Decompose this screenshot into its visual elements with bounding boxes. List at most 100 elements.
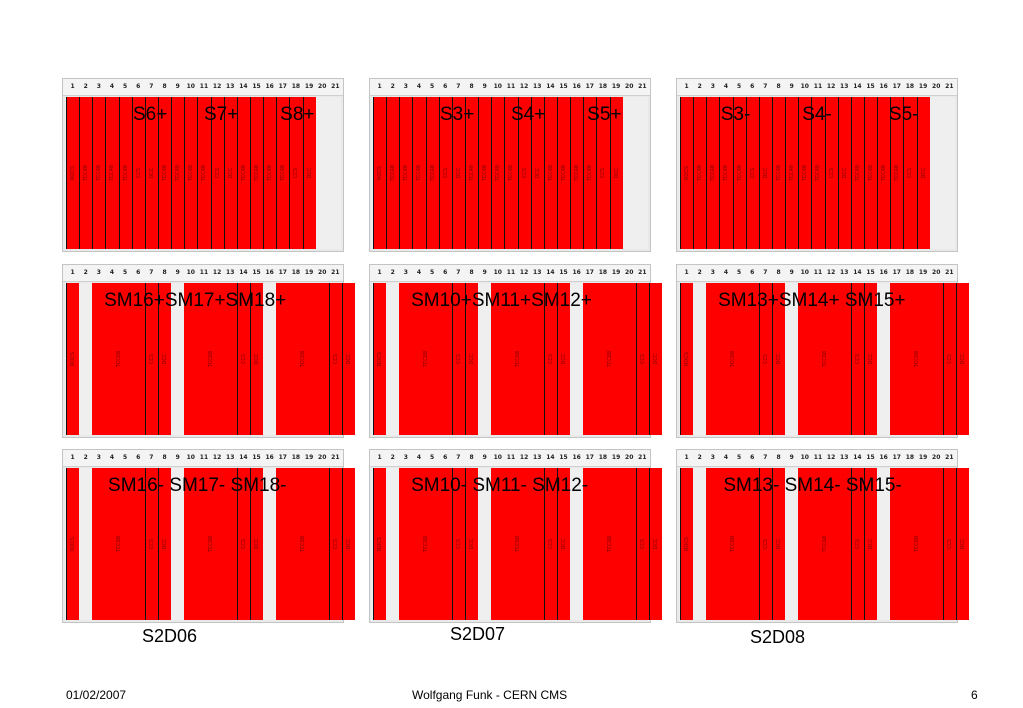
board-dcc[interactable]: DCC	[916, 97, 930, 249]
board-rocs[interactable]: ROCS	[373, 283, 387, 435]
board-tcc48[interactable]: TCC48	[79, 97, 93, 249]
board-tcc48[interactable]: TCC48	[157, 97, 172, 249]
board-tcc48[interactable]: TCC48	[105, 97, 119, 249]
board-tcc48[interactable]: TCC48	[491, 97, 505, 249]
board-dcc[interactable]: DCC	[648, 283, 663, 435]
board-dcc[interactable]: DCC	[837, 97, 851, 249]
board-tcc48[interactable]: TCC48	[399, 97, 413, 249]
board-tcc68[interactable]: TCC68	[706, 283, 759, 435]
board-ccs[interactable]: CCS	[328, 468, 342, 620]
board-tcc48[interactable]: TCC48	[276, 97, 290, 249]
board-dcc[interactable]: DCC	[771, 468, 786, 620]
board-tcc68[interactable]: TCC68	[798, 468, 851, 620]
board-dcc[interactable]: DCC	[556, 283, 571, 435]
board-ccs[interactable]: CCS	[289, 97, 303, 249]
board-dcc[interactable]: DCC	[451, 97, 465, 249]
board-rocs[interactable]: ROCS	[373, 468, 387, 620]
board-tcc48[interactable]: TCC48	[556, 97, 571, 249]
board-ccs[interactable]: CCS	[451, 283, 465, 435]
board-tcc68[interactable]: TCC68	[399, 468, 452, 620]
board-tcc48[interactable]: TCC48	[732, 97, 746, 249]
board-tcc48[interactable]: TCC48	[890, 97, 904, 249]
board-tcc68[interactable]: TCC68	[798, 283, 851, 435]
board-rocs[interactable]: ROCS	[66, 468, 80, 620]
board-tcc48[interactable]: TCC48	[249, 97, 264, 249]
board-dcc[interactable]: DCC	[863, 283, 878, 435]
board-tcc48[interactable]: TCC48	[811, 97, 825, 249]
board-tcc68[interactable]: TCC68	[399, 283, 452, 435]
board-tcc68[interactable]: TCC68	[276, 283, 329, 435]
board-tcc48[interactable]: TCC48	[583, 97, 597, 249]
board-tcc48[interactable]: TCC48	[263, 97, 277, 249]
board-tcc48[interactable]: TCC48	[386, 97, 400, 249]
board-tcc48[interactable]: TCC48	[771, 97, 786, 249]
board-tcc48[interactable]: TCC48	[850, 97, 864, 249]
board-tcc48[interactable]: TCC48	[236, 97, 250, 249]
board-dcc[interactable]: DCC	[863, 468, 878, 620]
board-dcc[interactable]: DCC	[302, 97, 316, 249]
board-ccs[interactable]: CCS	[745, 97, 759, 249]
board-tcc48[interactable]: TCC48	[863, 97, 878, 249]
board-dcc[interactable]: DCC	[556, 468, 571, 620]
board-ccs[interactable]: CCS	[635, 283, 649, 435]
board-tcc48[interactable]: TCC48	[877, 97, 891, 249]
board-tcc68[interactable]: TCC68	[184, 283, 237, 435]
board-tcc48[interactable]: TCC48	[719, 97, 733, 249]
board-ccs[interactable]: CCS	[517, 97, 531, 249]
board-tcc68[interactable]: TCC68	[92, 283, 145, 435]
board-dcc[interactable]: DCC	[464, 283, 479, 435]
board-ccs[interactable]: CCS	[438, 97, 452, 249]
board-rocs[interactable]: ROCS	[66, 283, 80, 435]
board-tcc68[interactable]: TCC68	[890, 468, 943, 620]
board-tcc48[interactable]: TCC48	[478, 97, 492, 249]
board-ccs[interactable]: CCS	[942, 283, 956, 435]
board-tcc48[interactable]: TCC48	[92, 97, 106, 249]
board-rocs[interactable]: ROCS	[66, 97, 80, 249]
board-tcc48[interactable]: TCC48	[118, 97, 132, 249]
board-tcc68[interactable]: TCC68	[583, 283, 636, 435]
board-tcc48[interactable]: TCC48	[197, 97, 211, 249]
board-dcc[interactable]: DCC	[955, 468, 970, 620]
board-dcc[interactable]: DCC	[464, 468, 479, 620]
board-tcc68[interactable]: TCC68	[491, 283, 544, 435]
board-tcc68[interactable]: TCC68	[491, 468, 544, 620]
board-tcc48[interactable]: TCC48	[171, 97, 185, 249]
board-ccs[interactable]: CCS	[328, 283, 342, 435]
board-tcc48[interactable]: TCC48	[785, 97, 799, 249]
board-rocs[interactable]: ROCS	[680, 283, 694, 435]
board-dcc[interactable]: DCC	[249, 468, 264, 620]
board-ccs[interactable]: CCS	[758, 283, 772, 435]
board-dcc[interactable]: DCC	[157, 283, 172, 435]
board-tcc48[interactable]: TCC48	[798, 97, 812, 249]
board-ccs[interactable]: CCS	[596, 97, 610, 249]
board-ccs[interactable]: CCS	[236, 283, 250, 435]
board-tcc48[interactable]: TCC48	[464, 97, 479, 249]
board-ccs[interactable]: CCS	[144, 468, 158, 620]
board-dcc[interactable]: DCC	[144, 97, 158, 249]
board-ccs[interactable]: CCS	[131, 97, 145, 249]
board-ccs[interactable]: CCS	[543, 468, 557, 620]
board-ccs[interactable]: CCS	[942, 468, 956, 620]
board-ccs[interactable]: CCS	[850, 468, 864, 620]
board-dcc[interactable]: DCC	[530, 97, 544, 249]
board-tcc48[interactable]: TCC48	[504, 97, 518, 249]
board-dcc[interactable]: DCC	[341, 283, 356, 435]
board-dcc[interactable]: DCC	[223, 97, 237, 249]
board-tcc48[interactable]: TCC48	[412, 97, 426, 249]
board-dcc[interactable]: DCC	[157, 468, 172, 620]
board-ccs[interactable]: CCS	[144, 283, 158, 435]
board-ccs[interactable]: CCS	[236, 468, 250, 620]
board-ccs[interactable]: CCS	[210, 97, 224, 249]
board-dcc[interactable]: DCC	[341, 468, 356, 620]
board-tcc68[interactable]: TCC68	[890, 283, 943, 435]
board-tcc48[interactable]: TCC48	[184, 97, 198, 249]
board-tcc68[interactable]: TCC68	[276, 468, 329, 620]
board-ccs[interactable]: CCS	[903, 97, 917, 249]
board-tcc68[interactable]: TCC68	[184, 468, 237, 620]
board-ccs[interactable]: CCS	[635, 468, 649, 620]
board-ccs[interactable]: CCS	[451, 468, 465, 620]
board-ccs[interactable]: CCS	[543, 283, 557, 435]
board-dcc[interactable]: DCC	[771, 283, 786, 435]
board-tcc68[interactable]: TCC68	[583, 468, 636, 620]
board-ccs[interactable]: CCS	[758, 468, 772, 620]
